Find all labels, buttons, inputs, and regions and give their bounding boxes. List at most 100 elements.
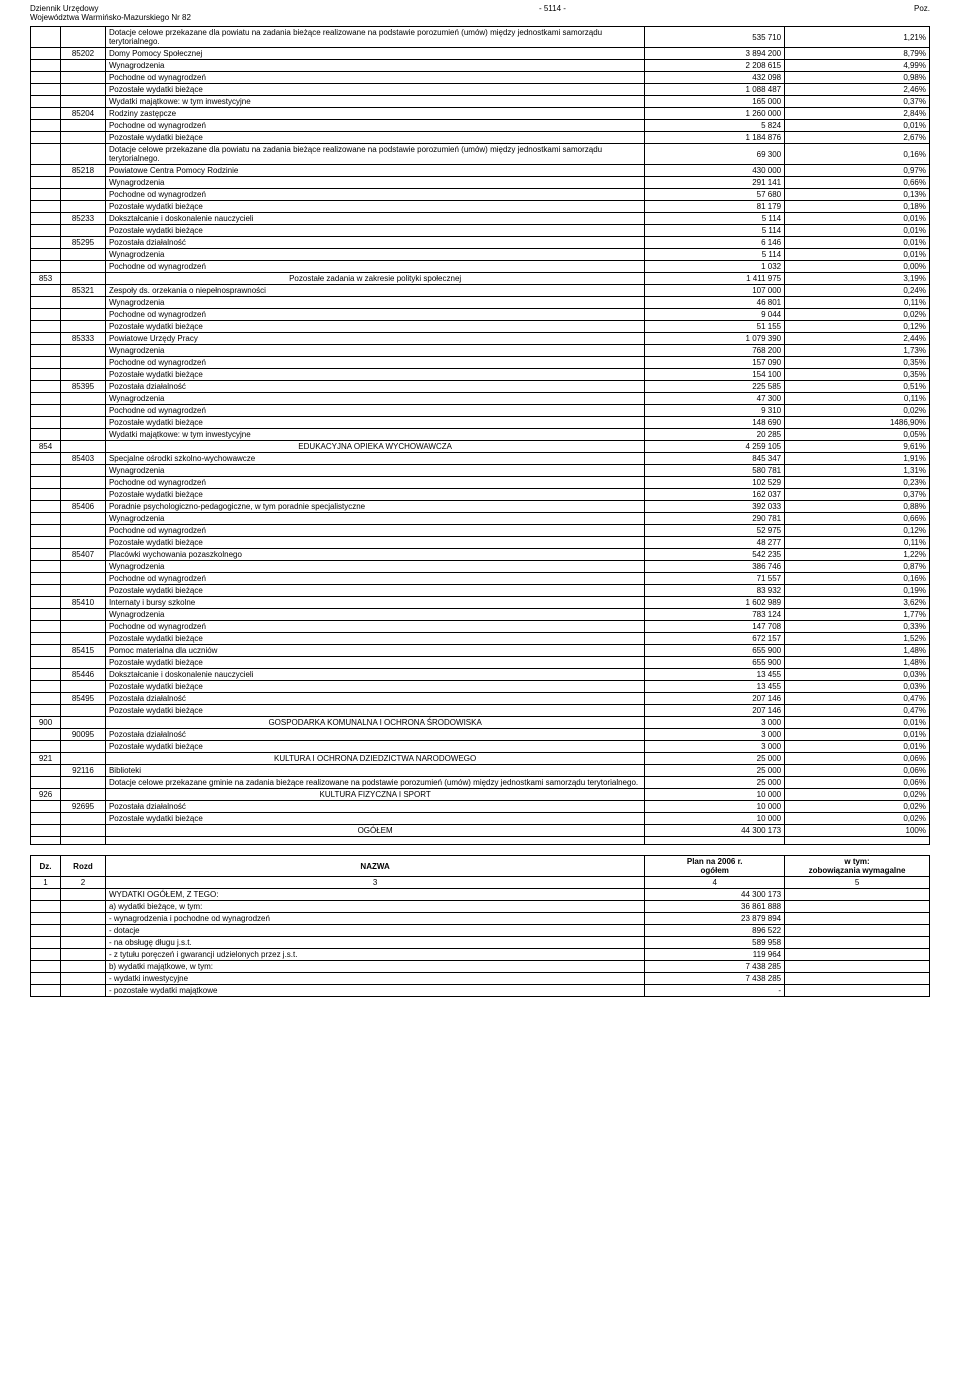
table-row: 85415Pomoc materialna dla uczniów655 900… — [31, 645, 930, 657]
numcol-1: 1 — [31, 877, 61, 889]
cell-v2: 0,66% — [785, 177, 930, 189]
table-row: Pochodne od wynagrodzeń57 6800,13% — [31, 189, 930, 201]
cell-v1: 6 146 — [645, 237, 785, 249]
region-title: Województwa Warmińsko-Mazurskiego Nr 82 — [30, 13, 191, 22]
cell-v2 — [785, 949, 930, 961]
cell-dz — [31, 973, 61, 985]
cell-v1: 47 300 — [645, 393, 785, 405]
spacer-row — [31, 837, 930, 845]
table-row: Pochodne od wynagrodzeń157 0900,35% — [31, 357, 930, 369]
cell-v1: 46 801 — [645, 297, 785, 309]
cell-rozd — [60, 621, 105, 633]
cell-v2: 1486,90% — [785, 417, 930, 429]
cell-v1: 71 557 — [645, 573, 785, 585]
cell-nazwa: Wynagrodzenia — [105, 393, 644, 405]
cell-rozd: 85407 — [60, 549, 105, 561]
cell-v1: 10 000 — [645, 813, 785, 825]
cell-dz — [31, 333, 61, 345]
cell-dz — [31, 777, 61, 789]
cell-rozd — [60, 120, 105, 132]
table-row: Wynagrodzenia783 1241,77% — [31, 609, 930, 621]
cell-nazwa: Pozostałe wydatki bieżące — [105, 225, 644, 237]
cell-nazwa: Domy Pomocy Społecznej — [105, 48, 644, 60]
cell-v2: 0,11% — [785, 537, 930, 549]
cell-v2: 0,06% — [785, 753, 930, 765]
cell-dz — [31, 477, 61, 489]
cell-nazwa: Powiatowe Urzędy Pracy — [105, 333, 644, 345]
table-row: 85204Rodziny zastępcze1 260 0002,84% — [31, 108, 930, 120]
cell-v2: 0,02% — [785, 405, 930, 417]
cell-nazwa: Wynagrodzenia — [105, 249, 644, 261]
cell-nazwa: Wydatki majątkowe: w tym inwestycyjne — [105, 96, 644, 108]
cell-v1: 5 114 — [645, 249, 785, 261]
cell-rozd — [60, 417, 105, 429]
table-row: 900GOSPODARKA KOMUNALNA I OCHRONA ŚRODOW… — [31, 717, 930, 729]
table-row: 85321Zespoły ds. orzekania o niepełnospr… — [31, 285, 930, 297]
cell-dz — [31, 913, 61, 925]
cell-rozd — [60, 525, 105, 537]
cell-nazwa: Pozostałe wydatki bieżące — [105, 681, 644, 693]
cell-nazwa: Pozostała działalność — [105, 693, 644, 705]
cell-nazwa: Pozostałe wydatki bieżące — [105, 84, 644, 96]
cell-v2 — [785, 961, 930, 973]
cell-rozd — [60, 477, 105, 489]
table-row: Wynagrodzenia291 1410,66% — [31, 177, 930, 189]
cell-v2: 1,21% — [785, 27, 930, 48]
cell-v1: 655 900 — [645, 645, 785, 657]
cell-dz — [31, 489, 61, 501]
cell-rozd — [60, 357, 105, 369]
cell-rozd — [60, 429, 105, 441]
cell-dz — [31, 225, 61, 237]
cell-nazwa: Pochodne od wynagrodzeń — [105, 621, 644, 633]
cell-dz — [31, 60, 61, 72]
cell-v2: 0,97% — [785, 165, 930, 177]
header-nazwa: NAZWA — [105, 856, 644, 877]
table-row: 85333Powiatowe Urzędy Pracy1 079 3902,44… — [31, 333, 930, 345]
cell-nazwa: a) wydatki bieżące, w tym: — [105, 901, 644, 913]
cell-v1: 154 100 — [645, 369, 785, 381]
cell-dz — [31, 925, 61, 937]
cell-nazwa: Zespoły ds. orzekania o niepełnosprawnoś… — [105, 285, 644, 297]
cell-v2: 1,73% — [785, 345, 930, 357]
cell-v1: 9 044 — [645, 309, 785, 321]
table-row: Wynagrodzenia580 7811,31% — [31, 465, 930, 477]
cell-nazwa: Pozostała działalność — [105, 801, 644, 813]
cell-nazwa: Wynagrodzenia — [105, 177, 644, 189]
cell-v1: 81 179 — [645, 201, 785, 213]
cell-dz — [31, 633, 61, 645]
table-row: Wynagrodzenia290 7810,66% — [31, 513, 930, 525]
cell-nazwa: Dokształcanie i doskonalenie nauczycieli — [105, 213, 644, 225]
cell-v2: 0,11% — [785, 393, 930, 405]
cell-v1: 44 300 173 — [645, 889, 785, 901]
cell-v2: 0,13% — [785, 189, 930, 201]
cell-nazwa: Pozostałe wydatki bieżące — [105, 633, 644, 645]
cell-v2: 0,05% — [785, 429, 930, 441]
cell-dz — [31, 597, 61, 609]
cell-rozd — [60, 753, 105, 765]
table-row: Pozostałe wydatki bieżące51 1550,12% — [31, 321, 930, 333]
table-row: Wynagrodzenia46 8010,11% — [31, 297, 930, 309]
cell-v2: 0,35% — [785, 369, 930, 381]
table-row: Pozostałe wydatki bieżące81 1790,18% — [31, 201, 930, 213]
cell-v2 — [785, 913, 930, 925]
cell-dz — [31, 741, 61, 753]
cell-rozd — [60, 949, 105, 961]
cell-rozd — [60, 297, 105, 309]
cell-dz — [31, 801, 61, 813]
cell-v2: 3,62% — [785, 597, 930, 609]
cell-dz — [31, 645, 61, 657]
cell-dz — [31, 108, 61, 120]
cell-v1: 2 208 615 — [645, 60, 785, 72]
cell-nazwa: Placówki wychowania pozaszkolnego — [105, 549, 644, 561]
cell-rozd: 85403 — [60, 453, 105, 465]
cell-rozd: 92695 — [60, 801, 105, 813]
cell-rozd — [60, 189, 105, 201]
cell-rozd — [60, 609, 105, 621]
cell-dz — [31, 48, 61, 60]
cell-dz — [31, 585, 61, 597]
cell-v2: 2,67% — [785, 132, 930, 144]
cell-rozd — [60, 585, 105, 597]
cell-v1: 13 455 — [645, 681, 785, 693]
table-row: 85218Powiatowe Centra Pomocy Rodzinie430… — [31, 165, 930, 177]
cell-v2: 1,91% — [785, 453, 930, 465]
